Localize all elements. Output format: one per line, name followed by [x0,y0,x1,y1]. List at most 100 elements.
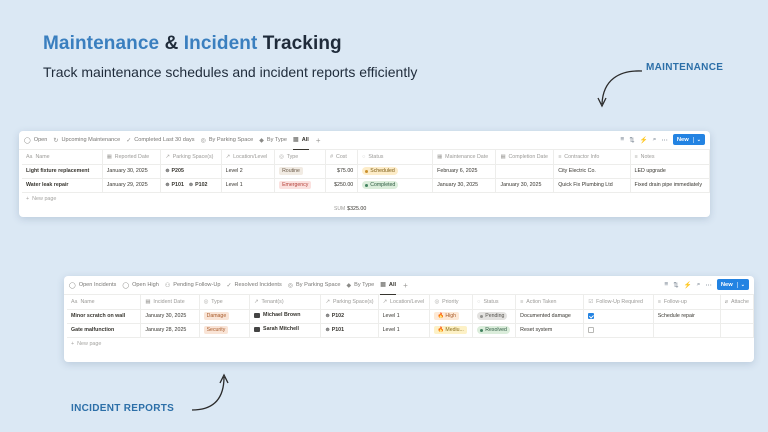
cost-cell[interactable]: $75.00 [325,164,359,179]
contractor-info[interactable]: City Electric Co. [553,164,631,179]
filter-icon[interactable]: ≡ [620,136,625,143]
column-header[interactable]: ↗ Location/Level [378,295,431,310]
tab-all[interactable]: ▦ All [380,276,397,295]
type-cell[interactable]: Security [199,323,251,338]
follow-up[interactable] [653,323,721,338]
status-cell[interactable]: Scheduled [357,164,434,179]
table-row[interactable]: Minor scratch on wall January 30, 2025 D… [67,309,754,324]
column-header[interactable]: ◌ Status [472,295,517,310]
cost-cell[interactable]: $250.00 [325,178,359,193]
column-header[interactable]: ≡ Follow-up [653,295,721,310]
tab-open-high[interactable]: ◯ Open High [122,282,159,289]
status-cell[interactable]: Completed [357,178,434,193]
tab-all[interactable]: ▦ All [293,131,309,150]
column-header[interactable]: ↗ Parking Space(s) [160,150,222,165]
row-name[interactable]: Water leak repair [22,178,103,193]
status-cell[interactable]: Pending [472,309,517,324]
follow-up-required[interactable] [583,309,654,324]
search-icon[interactable]: ⌕ [696,280,701,288]
chevron-down-icon[interactable]: ⌄ [736,281,745,288]
notes-cell[interactable]: LED upgrade [630,164,710,179]
column-header[interactable]: # Cost [325,150,359,165]
column-header[interactable]: ↗ Parking Space(s) [320,295,379,310]
column-header[interactable]: ⌀ Attache [720,295,754,310]
column-header[interactable]: ≡ Notes [630,150,710,165]
tab-open[interactable]: ◯ Open [24,137,48,144]
checkbox-checked[interactable] [588,312,595,319]
column-header[interactable]: ▦ Completion Date [495,150,555,165]
tab-by-parking-space[interactable]: ◎ By Parking Space [287,282,341,289]
new-page-row[interactable]: + New page [71,340,102,347]
column-header[interactable]: ≡ Contractor Info [553,150,631,165]
location-level[interactable]: Level 1 [221,178,276,193]
priority-cell[interactable]: 🔥 High [429,309,474,324]
action-taken[interactable]: Documented damage [515,309,585,324]
search-icon[interactable]: ⌕ [652,135,657,143]
tab-open-incidents[interactable]: ◯ Open Incidents [69,282,117,289]
table-row[interactable]: Light fixture replacement January 30, 20… [22,164,710,179]
status-cell[interactable]: Resolved [472,323,517,338]
reported-date[interactable]: January 29, 2025 [102,178,162,193]
type-cell[interactable]: Routine [274,164,327,179]
parking-spaces[interactable]: ⊚ P205 [160,164,222,179]
column-header[interactable]: ◎ Type [274,150,327,165]
new-button[interactable]: New ⌄ [672,134,705,145]
new-button[interactable]: New ⌄ [716,279,749,290]
tab-completed-last-30-days[interactable]: ✓ Completed Last 30 days [126,137,195,144]
notes-cell[interactable]: Fixed drain pipe immediately [630,178,710,193]
row-name[interactable]: Minor scratch on wall [67,309,142,324]
chevron-down-icon[interactable]: ⌄ [692,136,701,143]
table-row[interactable]: Gate malfunction January 28, 2025 Securi… [67,323,754,338]
type-cell[interactable]: Damage [199,309,251,324]
tab-by-parking-space[interactable]: ◎ By Parking Space [200,137,254,144]
location-level[interactable]: Level 1 [378,309,431,324]
row-name[interactable]: Light fixture replacement [22,164,103,179]
column-header[interactable]: ▦ Incident Date [140,295,200,310]
filter-icon[interactable]: ≡ [664,281,669,288]
type-cell[interactable]: Emergency [274,178,327,193]
column-header[interactable]: ◎ Type [199,295,251,310]
automation-icon[interactable]: ⚡ [683,281,692,289]
parking-space[interactable]: ⊚ P102 [320,309,379,324]
priority-cell[interactable]: 🔥 Mediu... [429,323,474,338]
completion-date[interactable] [495,164,555,179]
more-icon[interactable]: ⋯ [661,136,668,144]
column-header[interactable]: ☑ Follow-Up Required [583,295,654,310]
location-level[interactable]: Level 1 [378,323,431,338]
column-header[interactable]: ▦ Maintenance Date [432,150,497,165]
column-header[interactable]: Aa Name [67,295,142,310]
new-page-row[interactable]: + New page [26,195,57,202]
add-view-icon[interactable]: + [403,280,408,290]
parking-space[interactable]: ⊚ P101 [320,323,379,338]
maintenance-date[interactable]: January 30, 2025 [432,178,497,193]
row-name[interactable]: Gate malfunction [67,323,142,338]
tab-by-type[interactable]: ◆ By Type [346,282,375,289]
parking-spaces[interactable]: ⊚ P101 ⊚ P102 [160,178,222,193]
more-icon[interactable]: ⋯ [705,281,712,289]
incident-date[interactable]: January 28, 2025 [140,323,200,338]
maintenance-date[interactable]: February 6, 2025 [432,164,497,179]
tab-pending-follow-up[interactable]: ⚇ Pending Follow-Up [164,282,221,289]
follow-up-required[interactable] [583,323,654,338]
automation-icon[interactable]: ⚡ [639,136,648,144]
tab-upcoming-maintenance[interactable]: ↻ Upcoming Maintenance [53,137,121,144]
completion-date[interactable]: January 30, 2025 [495,178,555,193]
tab-by-type[interactable]: ◆ By Type [259,137,288,144]
add-view-icon[interactable]: + [315,135,321,145]
column-header[interactable]: ↗ Tenant(s) [249,295,322,310]
column-header[interactable]: Aa Name [22,150,103,165]
column-header[interactable]: ◎ Priority [429,295,474,310]
reported-date[interactable]: January 30, 2025 [102,164,162,179]
sort-icon[interactable]: ⇅ [629,136,635,144]
action-taken[interactable]: Reset system [515,323,585,338]
sort-icon[interactable]: ⇅ [673,281,679,289]
table-row[interactable]: Water leak repair January 29, 2025 ⊚ P101… [22,178,710,193]
column-header[interactable]: ↗ Location/Level [221,150,276,165]
column-header[interactable]: ◌ Status [357,150,434,165]
attachment-cell[interactable] [720,323,754,338]
checkbox-unchecked[interactable] [588,326,595,333]
follow-up[interactable]: Schedule repair [653,309,721,324]
tab-resolved-incidents[interactable]: ✓ Resolved Incidents [226,282,282,289]
attachment-cell[interactable] [720,309,754,324]
location-level[interactable]: Level 2 [221,164,276,179]
